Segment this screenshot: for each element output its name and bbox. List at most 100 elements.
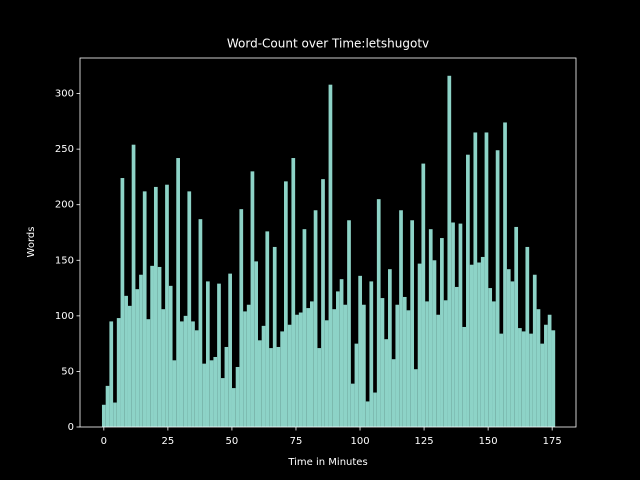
bar: [269, 348, 273, 427]
bar: [105, 385, 110, 427]
bar: [328, 84, 333, 428]
bar: [525, 246, 530, 427]
bar: [510, 281, 515, 427]
bar: [257, 340, 262, 427]
x-tick-label: 25: [162, 436, 175, 447]
bar: [499, 333, 504, 427]
bar: [127, 305, 132, 427]
bar: [161, 309, 166, 427]
bar: [350, 383, 355, 427]
bar: [209, 360, 214, 427]
bar: [135, 289, 140, 427]
bar: [131, 144, 136, 428]
x-tick-label: 100: [350, 436, 369, 447]
bar: [213, 356, 218, 427]
bar: [414, 369, 418, 427]
bar: [454, 286, 459, 427]
bar: [503, 122, 507, 427]
y-tick-label: 150: [55, 255, 74, 266]
bar: [310, 301, 314, 427]
bar: [217, 283, 221, 427]
bar: [514, 226, 519, 427]
bar: [313, 210, 318, 427]
bar: [124, 295, 128, 427]
bar: [295, 314, 299, 427]
bar: [391, 359, 396, 427]
bar: [172, 360, 177, 427]
bar: [176, 158, 180, 427]
bar: [432, 260, 437, 427]
bar: [339, 279, 344, 427]
bar: [518, 328, 522, 427]
bar: [354, 343, 359, 427]
bar: [142, 191, 147, 427]
bar: [547, 314, 552, 427]
bar: [336, 291, 340, 427]
bar: [165, 184, 169, 427]
bar: [224, 346, 229, 427]
bar: [447, 75, 452, 427]
bar: [205, 281, 210, 427]
bar: [376, 199, 381, 427]
bar: [146, 319, 151, 427]
bar: [480, 256, 485, 427]
bar: [506, 269, 511, 427]
bar: [473, 132, 478, 428]
bar: [243, 311, 247, 427]
bar: [384, 339, 389, 427]
bar: [365, 401, 370, 427]
bar: [492, 301, 496, 427]
bar: [347, 220, 351, 427]
bar: [113, 402, 117, 427]
bar: [291, 158, 296, 427]
bar: [421, 163, 426, 428]
bar: [280, 331, 284, 427]
bar: [120, 178, 125, 427]
bar: [536, 309, 541, 427]
y-axis-label: Words: [26, 227, 37, 258]
bar: [428, 229, 433, 427]
bar: [220, 378, 225, 427]
bar: [462, 326, 467, 427]
bar: [246, 304, 251, 427]
bar: [191, 321, 195, 427]
bar: [402, 296, 407, 427]
bar: [410, 220, 415, 427]
bar: [343, 304, 348, 427]
y-tick-label: 50: [61, 366, 74, 377]
bar: [202, 363, 206, 427]
y-tick-label: 100: [55, 311, 74, 322]
plot-frame: [79, 57, 577, 428]
bar: [540, 343, 545, 427]
bar: [287, 324, 292, 427]
bar: [373, 392, 377, 427]
bar: [272, 246, 277, 427]
bar: [235, 366, 240, 427]
bar: [458, 223, 463, 427]
bar: [484, 132, 489, 428]
bar: [358, 275, 363, 427]
bar: [362, 304, 366, 427]
bar: [551, 330, 556, 427]
bar: [443, 300, 448, 427]
bar: [187, 191, 192, 427]
bar: [321, 179, 325, 427]
bar: [544, 324, 548, 427]
bar: [239, 209, 244, 427]
bar: [139, 274, 143, 427]
bar: [168, 285, 173, 427]
bar: [451, 222, 455, 427]
x-tick-label: 50: [226, 436, 239, 447]
x-tick-label: 150: [479, 436, 498, 447]
bar: [101, 404, 106, 427]
bar: [324, 320, 329, 427]
bar: [302, 229, 307, 427]
x-tick-label: 0: [101, 436, 107, 447]
bar: [194, 330, 199, 427]
bar: [395, 304, 400, 427]
bar: [399, 210, 403, 427]
chart-title: Word-Count over Time:letshugotv: [227, 37, 429, 51]
bar: [466, 154, 470, 427]
bar: [495, 150, 500, 427]
